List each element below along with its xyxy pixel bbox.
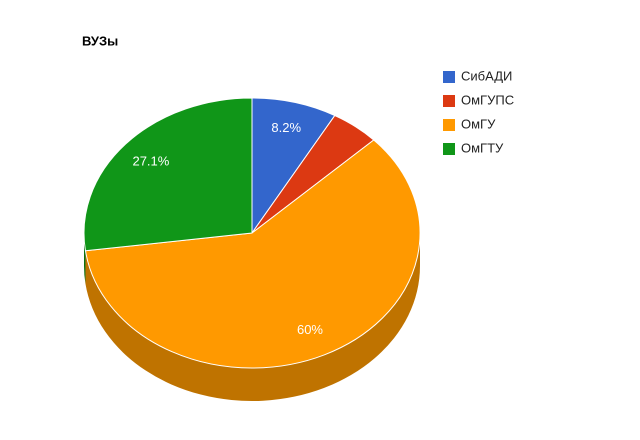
legend: СибАДИ ОмГУПС ОмГУ ОмГТУ <box>443 68 514 155</box>
legend-label: СибАДИ <box>461 68 512 83</box>
legend-swatch <box>443 95 455 107</box>
legend-swatch <box>443 119 455 131</box>
slice <box>84 139 421 369</box>
chart-title: ВУЗы <box>82 33 118 48</box>
slice-label: 27.1% <box>132 153 169 168</box>
legend-swatch <box>443 143 455 155</box>
slice-label: 60% <box>297 322 323 337</box>
legend-label: ОмГУ <box>461 116 496 131</box>
slice-side <box>85 233 420 401</box>
slice <box>251 97 336 235</box>
slice <box>83 97 253 252</box>
pie-tops <box>83 97 421 369</box>
slice-labels: 8.2% 60% 27.1% <box>132 120 323 337</box>
legend-label: ОмГУПС <box>461 92 514 107</box>
slice-label: 8.2% <box>271 120 301 135</box>
legend-label: ОмГТУ <box>461 140 504 155</box>
legend-swatch <box>443 71 455 83</box>
